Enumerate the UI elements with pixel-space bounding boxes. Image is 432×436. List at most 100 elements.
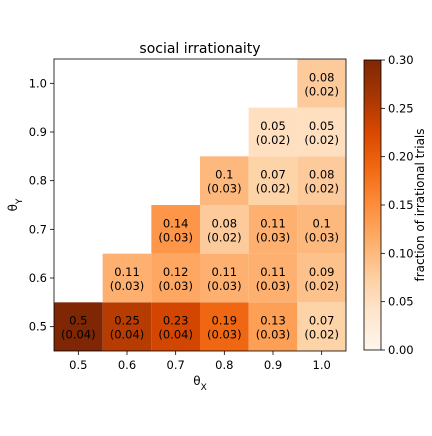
cell-error-label: (0.03) (207, 328, 242, 342)
heatmap-cell: 0.14(0.03) (151, 205, 200, 254)
heatmap-cell: 0.05(0.02) (297, 107, 346, 157)
heatmap-cell: 0.11(0.03) (248, 253, 298, 303)
heatmap-cell-rect (297, 302, 346, 351)
heatmap-cell: 0.09(0.02) (297, 253, 346, 303)
colorbar (363, 59, 382, 351)
cell-error-label: (0.03) (304, 230, 339, 244)
x-tick-label: 1.0 (313, 358, 331, 372)
cell-value-label: 0.12 (163, 265, 189, 279)
heatmap-cell: 0.11(0.03) (200, 253, 249, 303)
heatmap-cell-rect (54, 302, 103, 351)
heatmap-cell-rect (248, 156, 298, 205)
heatmap-cell: 0.08(0.02) (297, 59, 346, 108)
cell-value-label: 0.07 (309, 314, 335, 328)
x-tick-label: 0.7 (167, 358, 185, 372)
heatmap-cell-rect (151, 253, 200, 303)
x-tick-label: 0.9 (264, 358, 282, 372)
cell-value-label: 0.25 (114, 314, 140, 328)
heatmap-cell-rect (200, 302, 249, 351)
colorbar-tick-label: 0.25 (388, 101, 414, 115)
y-tick-label: 0.9 (29, 125, 47, 139)
y-tick-label: 0.8 (29, 174, 47, 188)
cell-error-label: (0.02) (304, 328, 339, 342)
cell-value-label: 0.05 (309, 119, 335, 133)
heatmap-cell-rect (200, 253, 249, 303)
heatmap-cell-rect (297, 156, 346, 205)
x-axis-ticks: 0.5 0.6 0.7 0.8 0.9 1.0 (69, 351, 331, 372)
cell-error-label: (0.02) (304, 133, 339, 147)
heatmap-cell-rect (297, 205, 346, 254)
heatmap-cell: 0.11(0.03) (248, 205, 298, 254)
heatmap-cell-rect (102, 253, 152, 303)
cell-error-label: (0.03) (256, 279, 291, 293)
heatmap-cell-rect (200, 205, 249, 254)
cell-value-label: 0.13 (260, 314, 286, 328)
colorbar-tick-label: 0.20 (388, 150, 414, 164)
heatmap-cell: 0.1(0.03) (200, 156, 249, 205)
colorbar-label: fraction of irrational trials (413, 128, 427, 281)
cell-value-label: 0.08 (309, 168, 335, 182)
heatmap-cell-rect (297, 59, 346, 108)
heatmap-cell-rect (248, 253, 298, 303)
colorbar-tick-label: 0.05 (388, 295, 414, 309)
cell-error-label: (0.04) (110, 328, 145, 342)
cell-value-label: 0.08 (212, 216, 238, 230)
heatmap-cell: 0.12(0.03) (151, 253, 200, 303)
colorbar-ticks: 0.00 0.05 0.10 0.15 0.20 0.25 0.30 (381, 53, 414, 357)
colorbar-tick-label: 0.15 (388, 198, 414, 212)
cell-value-label: 0.19 (212, 314, 238, 328)
cell-error-label: (0.02) (304, 84, 339, 98)
cell-value-label: 0.05 (260, 119, 286, 133)
y-tick-label: 0.7 (29, 222, 47, 236)
x-axis-label: θX (193, 374, 207, 393)
heatmap-cell: 0.11(0.03) (102, 253, 152, 303)
heatmap-cell: 0.07(0.02) (297, 302, 346, 351)
cell-error-label: (0.02) (304, 279, 339, 293)
x-tick-label: 0.8 (215, 358, 233, 372)
heatmap-cell-rect (297, 253, 346, 303)
cell-error-label: (0.03) (256, 230, 291, 244)
heatmap-cell-rect (297, 107, 346, 157)
cell-error-label: (0.02) (304, 182, 339, 196)
cell-error-label: (0.04) (158, 328, 193, 342)
cell-error-label: (0.03) (207, 182, 242, 196)
cell-value-label: 0.11 (212, 265, 238, 279)
heatmap-cell: 0.07(0.02) (248, 156, 298, 205)
cell-value-label: 0.11 (260, 265, 286, 279)
heatmap-cell: 0.25(0.04) (102, 302, 152, 351)
y-tick-label: 1.0 (29, 76, 47, 90)
cell-error-label: (0.04) (61, 328, 96, 342)
cell-error-label: (0.03) (110, 279, 145, 293)
heatmap-cells: 0.5(0.04)0.25(0.04)0.23(0.04)0.19(0.03)0… (54, 59, 346, 351)
x-tick-label: 0.6 (118, 358, 136, 372)
cell-value-label: 0.5 (69, 314, 87, 328)
heatmap-cell-rect (151, 205, 200, 254)
cell-value-label: 0.1 (215, 168, 233, 182)
plot-frame (53, 58, 347, 352)
cell-value-label: 0.09 (309, 265, 335, 279)
heatmap-cell: 0.23(0.04) (151, 302, 200, 351)
cell-value-label: 0.1 (313, 216, 331, 230)
cell-error-label: (0.03) (256, 328, 291, 342)
y-axis-label: θY (6, 198, 25, 211)
heatmap-cell-rect (102, 302, 152, 351)
cell-value-label: 0.11 (114, 265, 140, 279)
cell-value-label: 0.08 (309, 70, 335, 84)
cell-error-label: (0.02) (256, 182, 291, 196)
heatmap-cell-rect (248, 205, 298, 254)
heatmap-cell-rect (248, 302, 298, 351)
y-tick-label: 0.5 (29, 320, 47, 334)
heatmap-cell: 0.08(0.02) (297, 156, 346, 205)
colorbar-tick-label: 0.00 (388, 343, 414, 357)
heatmap-cell: 0.5(0.04) (54, 302, 103, 351)
colorbar-tick-label: 0.10 (388, 246, 414, 260)
heatmap-cell-rect (151, 302, 200, 351)
cell-error-label: (0.02) (256, 133, 291, 147)
cell-error-label: (0.02) (207, 230, 242, 244)
heatmap-cell: 0.1(0.03) (297, 205, 346, 254)
heatmap-cell: 0.19(0.03) (200, 302, 249, 351)
heatmap-cell-rect (248, 107, 298, 157)
y-axis-ticks: 0.5 0.6 0.7 0.8 0.9 1.0 (29, 76, 54, 334)
